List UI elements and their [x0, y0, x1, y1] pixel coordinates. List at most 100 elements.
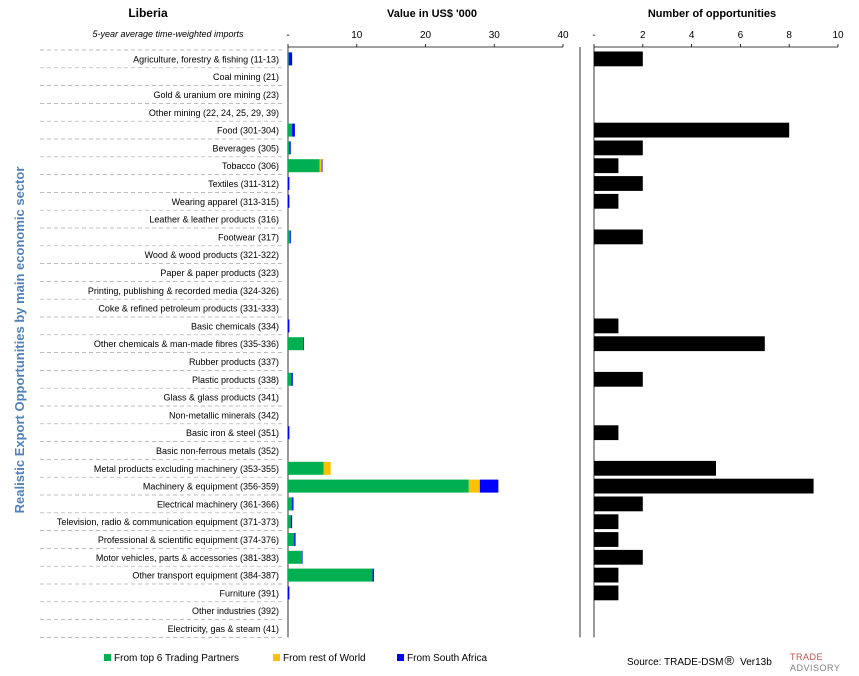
count-axis: - 2 4 6 8 10 [579, 30, 844, 638]
logo-line1: TRADE [790, 652, 823, 662]
count-bar [594, 425, 619, 441]
logo-line2: ADVISORY [790, 663, 840, 673]
value-bar-segment [288, 52, 293, 66]
value-bar-segment [321, 159, 323, 173]
category-label: Rubber products (337) [189, 357, 279, 367]
value-tick-label: 20 [420, 30, 432, 41]
category-label: Coal mining (21) [213, 72, 279, 82]
category-label: Wearing apparel (313-315) [172, 197, 279, 207]
source-label: Source: TRADE-DSM [627, 657, 724, 668]
legend-label-sa: From South Africa [407, 653, 487, 664]
value-bar-segment [319, 159, 322, 173]
trade-advisory-logo: TRADE ADVISORY [790, 652, 840, 673]
value-bar-segment [292, 497, 294, 511]
count-bar [594, 229, 643, 245]
category-label: Glass & glass products (341) [163, 393, 279, 403]
category-label: Motor vehicles, parts & accessories (381… [96, 553, 279, 563]
legend-swatch-row [273, 654, 280, 661]
value-bar-segment [288, 141, 290, 155]
count-bar [594, 532, 619, 547]
count-bar [594, 140, 643, 156]
legend-label-row: From rest of World [283, 653, 366, 664]
value-bar-segment [288, 159, 320, 173]
count-bar [594, 158, 619, 174]
count-bar [594, 460, 716, 476]
value-tick-label: 40 [557, 30, 569, 41]
value-bar-segment [288, 515, 291, 529]
value-bar-segment [303, 337, 304, 351]
count-tick-label: 2 [640, 30, 646, 41]
value-bar-segment [288, 533, 295, 546]
count-bar [594, 176, 643, 191]
category-label: Tobacco (306) [222, 161, 279, 171]
count-bars [594, 51, 814, 601]
category-label: Electricity, gas & steam (41) [168, 624, 279, 634]
value-bar-segment [288, 426, 290, 440]
count-bar [594, 478, 814, 494]
value-axis: - 10 20 30 40 [286, 30, 569, 638]
value-bar-segment [468, 479, 480, 493]
value-bar-segment [288, 479, 469, 493]
category-label: Beverages (305) [212, 143, 279, 153]
y-axis-title: Realistic Export Opportunities by main e… [12, 167, 27, 514]
count-bar [594, 336, 765, 352]
value-bar-segment [289, 141, 291, 155]
source-text: Source: TRADE-DSM® Ver13b [627, 653, 772, 668]
value-bar-segment [290, 515, 293, 529]
value-bar-segment [292, 123, 295, 137]
legend-swatch-top6 [104, 654, 111, 661]
count-bar [594, 496, 643, 512]
count-chart-title: Number of opportunities [648, 8, 776, 20]
value-bar-segment [290, 230, 291, 244]
value-chart-title: Value in US$ '000 [387, 8, 477, 20]
category-label: Other industries (392) [192, 606, 279, 616]
count-bar [594, 51, 643, 67]
category-label: Textiles (311-312) [208, 179, 279, 189]
count-bar [594, 371, 643, 387]
category-label: Printing, publishing & recorded media (3… [88, 286, 279, 296]
category-label: Machinery & equipment (356-359) [143, 482, 279, 492]
category-label: Wood & wood products (321-322) [145, 250, 279, 260]
category-label: Agriculture, forestry & fishing (11-13) [133, 54, 279, 64]
category-label: Professional & scientific equipment (374… [98, 535, 279, 545]
category-label: Footwear (317) [218, 232, 279, 242]
category-label: Electrical machinery (361-366) [157, 499, 279, 509]
count-tick-label: 8 [786, 30, 792, 41]
value-bar-segment [288, 177, 290, 190]
category-labels: Agriculture, forestry & fishing (11-13) C… [57, 54, 279, 634]
count-bar [594, 318, 619, 334]
category-label: Basic iron & steel (351) [186, 428, 279, 438]
category-label: Furniture (391) [219, 588, 279, 598]
value-bar-segment [323, 461, 331, 475]
value-bar-segment [301, 550, 303, 564]
value-bar-segment [479, 479, 499, 493]
value-bar-segment [288, 461, 324, 475]
value-bar-segment [288, 586, 290, 600]
value-bars [288, 52, 499, 600]
category-label: Basic non-ferrous metals (352) [156, 446, 279, 456]
legend: From top 6 Trading Partners From rest of… [104, 653, 487, 664]
category-label: Other transport equipment (384-387) [132, 571, 279, 581]
value-bar-segment [288, 123, 293, 137]
value-bar-segment [288, 52, 289, 66]
value-bar-segment [288, 337, 304, 351]
category-label: Metal products excluding machinery (353-… [94, 464, 279, 474]
count-tick-label: - [592, 30, 595, 41]
value-bar-segment [288, 550, 302, 564]
value-tick-label: 10 [351, 30, 363, 41]
category-label: Plastic products (338) [192, 375, 279, 385]
category-label: Other mining (22, 24, 25, 29, 39) [149, 108, 279, 118]
category-label: Paper & paper products (323) [160, 268, 279, 278]
count-bar [594, 122, 790, 138]
value-bar-segment [288, 568, 373, 582]
legend-swatch-sa [397, 654, 404, 661]
count-tick-label: 6 [738, 30, 744, 41]
source-version: Ver13b [740, 657, 772, 668]
value-bar-segment [372, 568, 374, 582]
count-bar [594, 549, 643, 565]
value-bar-segment [291, 372, 293, 386]
count-bar [594, 567, 619, 583]
country-title: Liberia [128, 6, 168, 20]
value-bar-segment [288, 497, 293, 511]
